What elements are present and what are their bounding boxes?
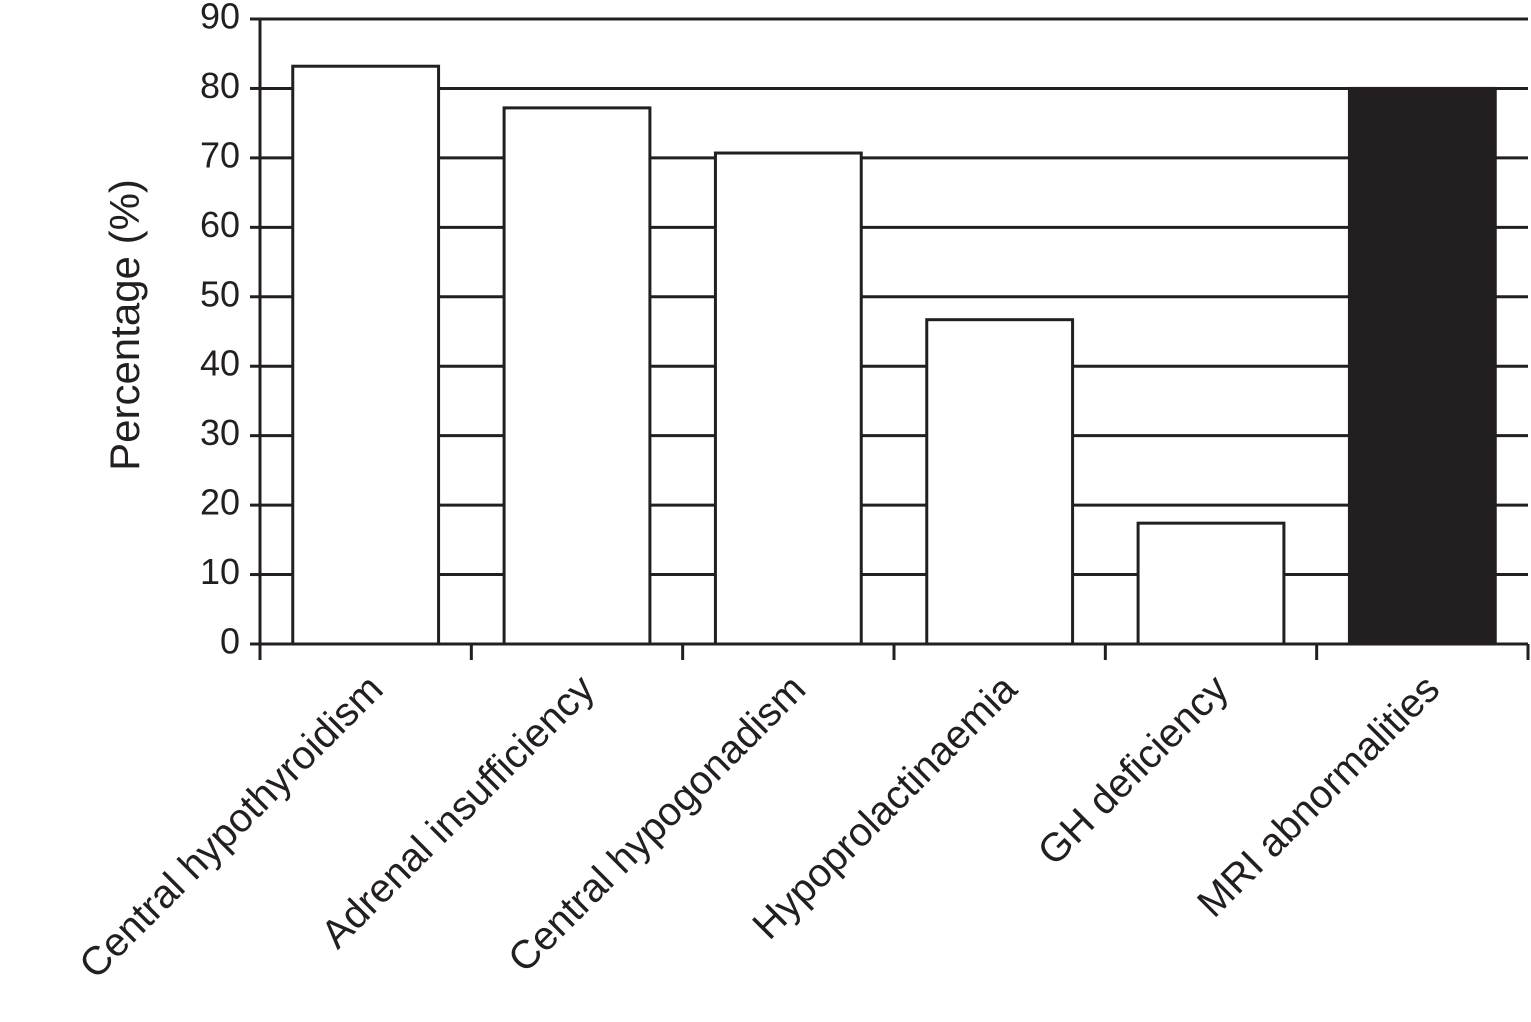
y-tick-label: 90 [200,0,240,37]
y-axis-title: Percentage (%) [101,179,148,471]
bar [1347,86,1497,646]
y-tick-label: 0 [220,621,240,662]
y-tick-label: 80 [200,65,240,106]
y-tick-label: 60 [200,204,240,245]
bar [291,64,441,646]
bar [713,151,863,646]
y-tick-label: 30 [200,412,240,453]
y-tick-label: 50 [200,273,240,314]
y-tick-label: 70 [200,134,240,175]
x-tick-label: GH deficiency [1030,667,1237,874]
bar [502,106,652,646]
bar [925,318,1075,646]
bar [1136,521,1286,646]
y-tick-label: 20 [200,482,240,523]
y-tick-label: 10 [200,551,240,592]
y-tick-label: 40 [200,343,240,384]
